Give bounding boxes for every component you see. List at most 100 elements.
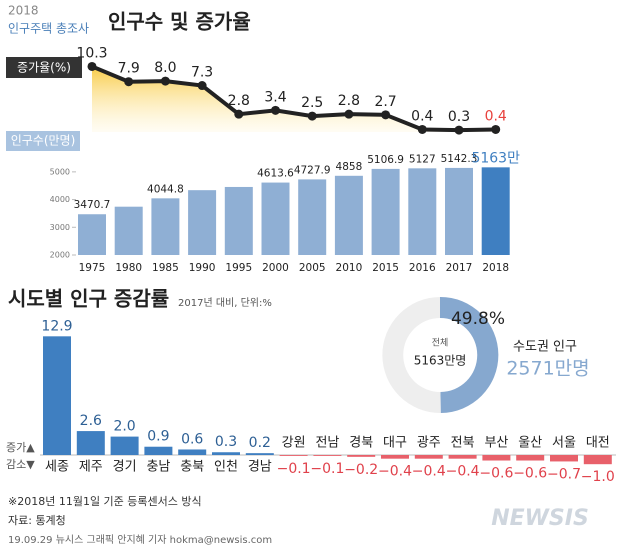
line (91, 64, 496, 133)
value-label: 5106.9 (367, 154, 404, 166)
bar (448, 455, 477, 459)
x-tick-label: 광주 (417, 436, 441, 451)
x-tick-label: 인천 (214, 460, 238, 475)
value-label: 0.4 (411, 108, 433, 124)
value-label: 7.3 (191, 65, 213, 81)
bar (212, 452, 240, 455)
bar (78, 214, 106, 255)
center-value: 5163만명 (414, 354, 467, 368)
x-tick-label: 울산 (518, 436, 542, 451)
bar (279, 455, 308, 456)
footer-note: ※2018년 11월1일 기준 등록센서스 방식 (8, 494, 202, 508)
x-tick-label: 부산 (484, 436, 508, 451)
value-label: 2.8 (338, 93, 360, 109)
line-point (124, 77, 134, 87)
bar (313, 455, 342, 456)
x-tick-label: 2000 (262, 262, 289, 274)
label-box (6, 131, 80, 151)
value-label: 0.4 (485, 108, 507, 124)
value-label: 0.3 (215, 434, 237, 450)
bar (550, 455, 578, 462)
x-tick-label: 2015 (372, 262, 399, 274)
line-point (160, 76, 170, 86)
callout-value: 2571만명 (506, 358, 589, 380)
value-label: −0.7 (547, 466, 581, 482)
value-label: −0.4 (412, 464, 446, 480)
line-point (87, 61, 97, 71)
value-label: 49.8% (451, 309, 505, 329)
x-tick-label: 2017 (446, 262, 473, 274)
value-label: 0.2 (249, 435, 271, 451)
bar (516, 455, 545, 461)
x-tick-label: 2005 (299, 262, 326, 274)
y-tick-label: 5000 (50, 167, 70, 176)
line-point (454, 125, 464, 135)
value-label: 4858 (336, 161, 363, 173)
line-point (381, 110, 391, 120)
bar (381, 455, 409, 459)
footer-source: 자료: 통계청 (8, 514, 66, 527)
bar (482, 455, 511, 461)
value-label: 5142.3 (441, 153, 478, 165)
pie-slice (440, 296, 499, 413)
x-tick-label: 1980 (115, 262, 142, 274)
value-label: −1.0 (581, 469, 615, 485)
header-year: 2018 (8, 4, 39, 18)
bar (188, 190, 217, 255)
pie-slice (382, 297, 441, 414)
value-label: 2.0 (113, 419, 135, 435)
x-tick-label: 경기 (113, 460, 137, 475)
y-label: 증가율(%) (17, 61, 71, 75)
bar (371, 168, 400, 255)
bar (43, 336, 71, 455)
value-label: 3470.7 (74, 199, 111, 211)
x-tick-label: 세종 (45, 460, 69, 475)
legend-up: 증가▲ (6, 441, 35, 454)
chart-title: 인구수 및 증가율 (108, 10, 251, 34)
bar (110, 436, 139, 455)
bar (224, 186, 253, 255)
x-tick-label: 2016 (409, 262, 436, 274)
bar (298, 179, 327, 255)
line-point (271, 105, 280, 115)
line-point (197, 81, 207, 91)
value-label: 2.8 (228, 93, 250, 109)
value-label: −0.2 (344, 462, 378, 478)
y-tick-label: 3000 (50, 223, 70, 232)
value-label: 5163만 (471, 150, 520, 166)
bar (347, 455, 376, 457)
value-label: −0.6 (479, 466, 513, 482)
x-tick-label: 충남 (146, 460, 170, 475)
line-point (344, 109, 354, 119)
x-tick-label: 대구 (383, 436, 407, 451)
bar (144, 446, 173, 455)
value-label: 4044.8 (147, 183, 184, 195)
bar (445, 167, 473, 255)
value-label: 4613.6 (257, 168, 294, 180)
bar (178, 449, 207, 455)
value-label: 8.0 (154, 60, 176, 76)
bar (261, 182, 290, 255)
y-tick-label: 4000 (50, 195, 70, 204)
x-tick-label: 경북 (349, 436, 373, 451)
x-tick-label: 1985 (152, 262, 179, 274)
bar (334, 175, 363, 255)
bar (151, 198, 180, 255)
line-point (491, 124, 501, 134)
value-label: −0.1 (310, 461, 344, 477)
value-label: 2.7 (374, 94, 396, 110)
y-label: 인구수(만명) (11, 134, 76, 148)
x-tick-label: 1975 (79, 262, 106, 274)
label-box (6, 57, 82, 78)
value-label: −0.6 (513, 466, 547, 482)
x-tick-label: 전남 (315, 436, 339, 451)
x-tick-label: 1990 (189, 262, 216, 274)
value-label: 0.9 (147, 429, 169, 445)
chart-title: 시도별 인구 증감률 (8, 287, 169, 311)
line-area (92, 66, 496, 132)
value-label: 0.3 (448, 109, 470, 125)
value-label: 4727.9 (294, 164, 331, 176)
line-point (417, 124, 427, 134)
callout-name: 수도권 인구 (513, 340, 577, 355)
